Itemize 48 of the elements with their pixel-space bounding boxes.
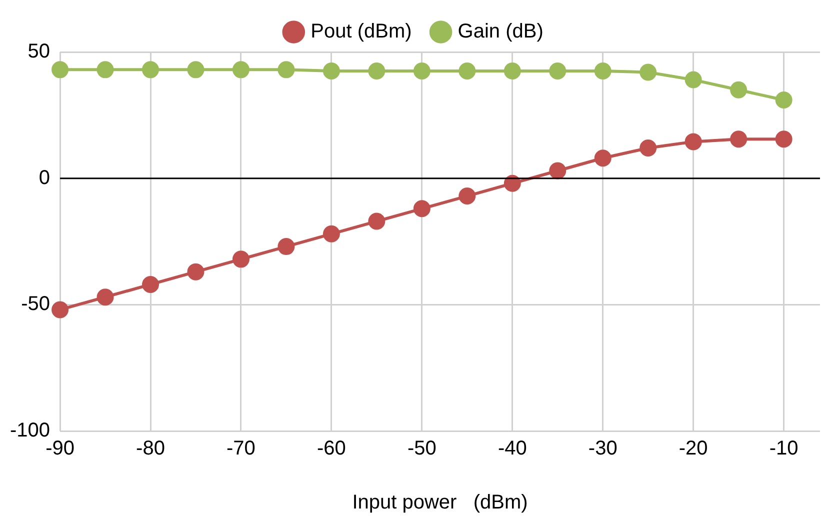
x-tick-label: -80 bbox=[136, 438, 165, 460]
point bbox=[684, 133, 702, 150]
point bbox=[142, 276, 159, 293]
x-tick-label: -60 bbox=[316, 438, 346, 460]
point bbox=[52, 61, 69, 78]
point bbox=[730, 130, 748, 148]
point bbox=[458, 62, 476, 80]
point bbox=[232, 61, 250, 78]
point bbox=[640, 140, 657, 157]
x-tick-label: -20 bbox=[678, 438, 708, 460]
point bbox=[640, 64, 657, 81]
x-axis-title: Input power (dBm) bbox=[352, 492, 528, 514]
point bbox=[96, 61, 114, 78]
y-tick-label: 50 bbox=[28, 40, 50, 63]
x-tick-label: -40 bbox=[498, 438, 527, 460]
point bbox=[96, 288, 114, 306]
point bbox=[187, 61, 204, 78]
point bbox=[413, 62, 430, 80]
point bbox=[278, 238, 295, 256]
point bbox=[594, 62, 612, 80]
point bbox=[278, 61, 295, 78]
point bbox=[368, 62, 386, 80]
x-tick-label: -30 bbox=[588, 438, 618, 460]
x-tick-label: -10 bbox=[769, 438, 798, 460]
y-tick-label: 0 bbox=[38, 166, 50, 189]
point bbox=[52, 301, 69, 318]
y-tick-label: -50 bbox=[21, 293, 50, 316]
point bbox=[775, 92, 792, 109]
point bbox=[368, 212, 386, 230]
point bbox=[413, 200, 430, 218]
point bbox=[322, 62, 340, 80]
point bbox=[187, 263, 204, 280]
legend-label: Gain (dB) bbox=[458, 20, 544, 43]
point bbox=[322, 225, 340, 242]
point bbox=[458, 188, 476, 205]
point bbox=[142, 61, 159, 78]
x-tick-label: -50 bbox=[407, 438, 436, 460]
point bbox=[549, 62, 566, 80]
point bbox=[232, 250, 250, 268]
point bbox=[775, 130, 792, 148]
point bbox=[684, 71, 702, 88]
point bbox=[504, 174, 521, 192]
point bbox=[549, 162, 566, 180]
point bbox=[594, 150, 612, 167]
point bbox=[504, 62, 521, 80]
x-tick-label: -70 bbox=[226, 438, 256, 460]
point bbox=[730, 81, 748, 98]
legend-label: Pout (dBm) bbox=[310, 20, 412, 43]
